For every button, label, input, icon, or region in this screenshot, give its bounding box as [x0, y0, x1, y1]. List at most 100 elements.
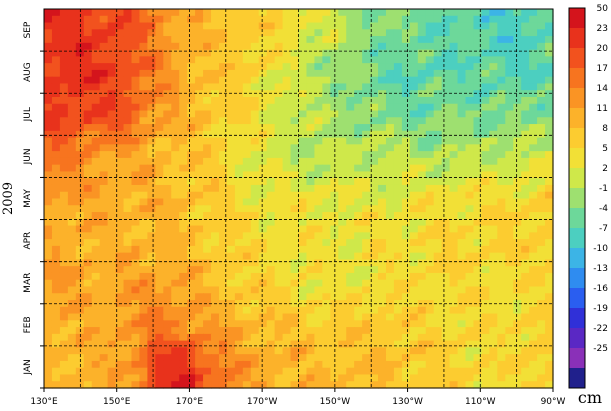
heatmap-cell	[409, 313, 419, 321]
heatmap-cell	[314, 300, 323, 308]
heatmap-cell	[409, 15, 419, 24]
heatmap-cell	[67, 117, 77, 125]
heatmap-cell	[44, 245, 53, 254]
heatmap-cell	[67, 293, 77, 301]
heatmap-cell	[75, 333, 85, 342]
heatmap-cell	[401, 360, 411, 369]
heatmap-cell	[242, 178, 252, 186]
heatmap-cell	[131, 144, 141, 152]
heatmap-cell	[346, 110, 355, 118]
heatmap-cell	[99, 90, 109, 98]
heatmap-cell	[59, 164, 69, 173]
heatmap-cell	[75, 90, 85, 98]
heatmap-cell	[266, 56, 276, 64]
heatmap-cell	[433, 300, 443, 308]
heatmap-cell	[226, 29, 236, 37]
heatmap-cell	[44, 198, 53, 206]
heatmap-cell	[115, 340, 125, 348]
heatmap-cell	[187, 63, 196, 71]
heatmap-cell	[393, 320, 403, 328]
heatmap-cell	[338, 184, 347, 193]
heatmap-cell	[218, 151, 228, 159]
heatmap-cell	[433, 117, 443, 125]
heatmap-cell	[473, 286, 483, 294]
heatmap-cell	[417, 279, 427, 288]
heatmap-cell	[529, 144, 538, 152]
heatmap-cell	[417, 171, 427, 179]
heatmap-cell	[282, 306, 292, 315]
heatmap-cell	[505, 313, 514, 321]
heatmap-cell	[354, 63, 363, 71]
heatmap-cell	[218, 178, 228, 186]
heatmap-cell	[91, 110, 101, 118]
heatmap-cell	[83, 293, 93, 301]
heatmap-cell	[282, 178, 292, 186]
heatmap-cell	[417, 272, 427, 281]
heatmap-cell	[370, 117, 379, 125]
heatmap-cell	[354, 90, 363, 98]
heatmap-cell	[370, 56, 379, 64]
heatmap-cell	[155, 374, 164, 382]
heatmap-cell	[83, 184, 93, 193]
heatmap-cell	[449, 49, 459, 57]
heatmap-cell	[378, 327, 387, 335]
heatmap-cell	[505, 245, 514, 254]
heatmap-cell	[346, 354, 355, 362]
heatmap-cell	[171, 252, 180, 261]
heatmap-cell	[195, 340, 204, 348]
heatmap-cell	[298, 103, 308, 112]
heatmap-cell	[234, 42, 244, 51]
heatmap-cell	[250, 333, 260, 342]
heatmap-cell	[481, 56, 490, 64]
heatmap-cell	[513, 333, 522, 342]
heatmap-cell	[481, 151, 490, 159]
heatmap-cell	[139, 83, 148, 91]
heatmap-cell	[521, 367, 530, 376]
heatmap-cell	[401, 15, 411, 24]
heatmap-cell	[338, 354, 347, 362]
heatmap-cell	[266, 103, 276, 112]
heatmap-cell	[187, 137, 196, 145]
heatmap-cell	[203, 286, 212, 294]
heatmap-cell	[131, 137, 141, 145]
heatmap-cell	[155, 36, 164, 44]
heatmap-cell	[362, 56, 371, 64]
heatmap-cell	[513, 157, 522, 166]
heatmap-cell	[99, 184, 109, 193]
heatmap-cell	[155, 76, 164, 85]
heatmap-cell	[179, 191, 188, 200]
heatmap-cell	[44, 313, 53, 321]
heatmap-cell	[290, 178, 300, 186]
heatmap-cell	[51, 63, 61, 71]
heatmap-cell	[362, 340, 371, 348]
heatmap-cell	[505, 144, 514, 152]
heatmap-cell	[234, 225, 244, 233]
heatmap-cell	[51, 36, 61, 44]
heatmap-cell	[433, 374, 443, 382]
heatmap-cell	[401, 76, 411, 85]
heatmap-cell	[67, 300, 77, 308]
heatmap-cell	[123, 212, 133, 220]
heatmap-cell	[473, 218, 483, 227]
heatmap-cell	[44, 15, 53, 24]
heatmap-cell	[473, 320, 483, 328]
heatmap-cell	[83, 63, 93, 71]
heatmap-cell	[258, 103, 268, 112]
heatmap-cell	[505, 320, 514, 328]
heatmap-cell	[322, 144, 331, 152]
heatmap-cell	[529, 218, 538, 227]
heatmap-cell	[465, 117, 475, 125]
heatmap-cell	[441, 272, 451, 281]
heatmap-cell	[242, 69, 252, 78]
heatmap-cell	[497, 36, 506, 44]
heatmap-cell	[51, 15, 61, 24]
heatmap-cell	[401, 245, 411, 254]
heatmap-cell	[147, 279, 156, 288]
heatmap-cell	[266, 124, 276, 132]
heatmap-cell	[529, 272, 538, 281]
heatmap-cell	[481, 22, 490, 30]
heatmap-cell	[425, 42, 435, 51]
heatmap-cell	[338, 347, 347, 355]
heatmap-cell	[91, 198, 101, 206]
heatmap-cell	[147, 212, 156, 220]
